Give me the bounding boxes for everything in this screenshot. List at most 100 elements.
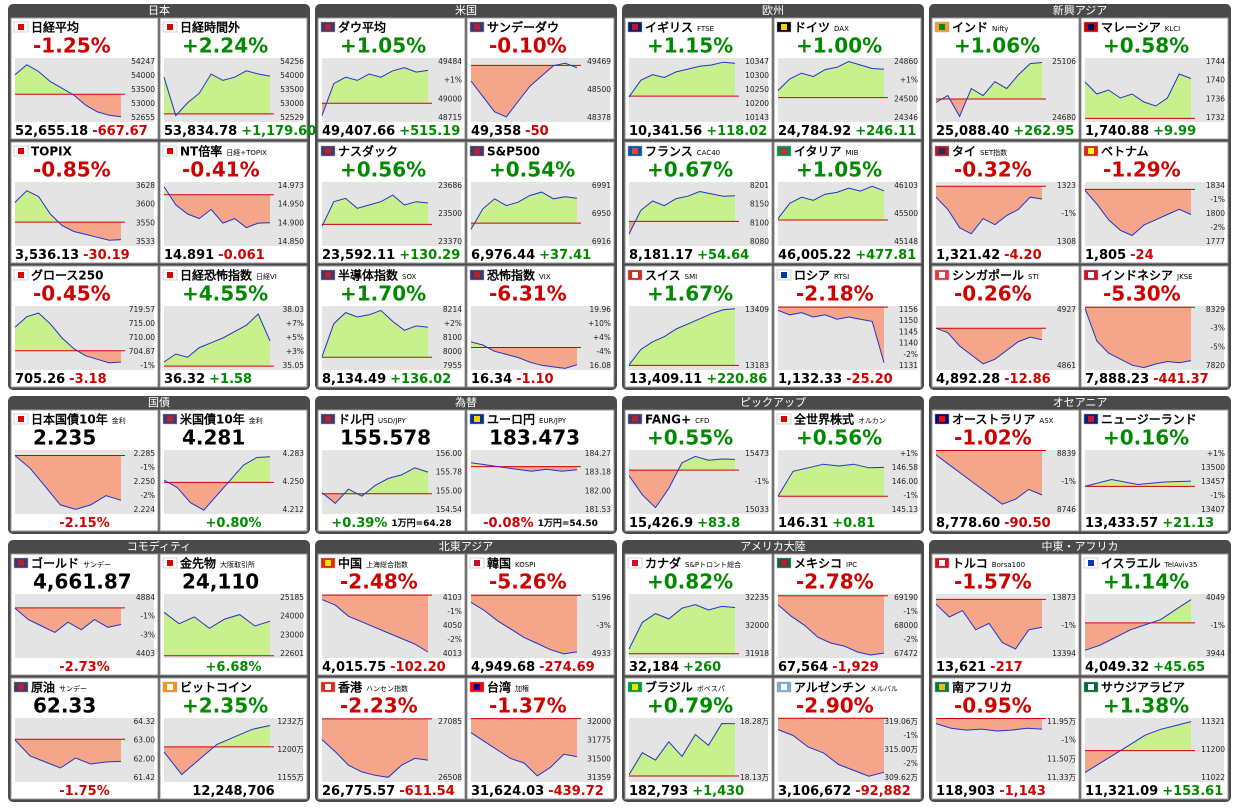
area-up	[1085, 479, 1191, 487]
axis-label: +2%	[444, 319, 462, 328]
tile-sub: 日経VI	[256, 272, 277, 281]
change: +45.65	[1153, 660, 1205, 675]
tile-sub: JKSE	[1176, 273, 1193, 281]
price-line	[628, 722, 736, 775]
price-line	[321, 739, 429, 778]
axis-label: 14.950	[278, 200, 304, 209]
change: -667.67	[92, 124, 148, 139]
headline-value: -1.57%	[954, 570, 1032, 594]
headline-value: -0.32%	[954, 158, 1032, 182]
tile-sub: 加権	[515, 684, 529, 693]
tile-sub: IPC	[846, 561, 857, 569]
headline-value: -0.95%	[954, 694, 1032, 718]
headline-value: -1.25%	[33, 34, 111, 58]
headline-value: -1.02%	[954, 426, 1032, 450]
tile-sub: CAC40	[697, 149, 720, 157]
tile-name: 日経平均	[31, 20, 79, 35]
axis-label: 7955	[443, 361, 462, 370]
price: 31,624.03	[471, 784, 544, 799]
tile-footer: 10,341.56 +118.02	[629, 124, 767, 139]
axis-label: 13183	[745, 361, 769, 370]
price-line	[935, 62, 1043, 118]
tile-footer: 11,321.09 +153.61	[1085, 784, 1223, 799]
headline-value: -0.85%	[33, 158, 111, 182]
tile-name: カナダ	[645, 556, 681, 571]
axis-label: 1777	[1206, 237, 1225, 246]
tile-name: グロース250	[31, 268, 103, 283]
tile-footer: 3,106,672 -92,882	[778, 784, 911, 799]
tile-footer: 36.32 +1.58	[164, 372, 252, 387]
axis-label: +1%	[900, 449, 918, 458]
axis-label: 145.13	[892, 505, 918, 514]
tile-name: NT倍率	[180, 144, 222, 159]
axis-label: 48715	[438, 113, 462, 122]
tile-name: ビットコイン	[180, 680, 252, 695]
axis-label: -2%	[903, 350, 918, 359]
axis-label: 24000	[280, 612, 304, 621]
price-line	[1084, 73, 1192, 107]
change: +37.41	[539, 248, 591, 263]
price: 705.26	[15, 372, 65, 387]
area-up	[778, 186, 884, 220]
axis-label: 4.250	[283, 477, 305, 486]
axis-label: 3533	[136, 237, 155, 246]
headline-value: -1.29%	[1103, 158, 1181, 182]
flag-mark	[325, 24, 331, 30]
axis-label: 24680	[1052, 113, 1076, 122]
axis-label: 154.54	[436, 505, 462, 514]
axis-label: 715.00	[129, 319, 155, 328]
tile-name: 台湾	[487, 680, 511, 695]
flag-mark	[781, 684, 787, 690]
group-title: 日本	[148, 3, 170, 17]
price-line	[470, 732, 578, 777]
tile-footer: -1.75%	[59, 784, 110, 799]
tile-name: イタリア	[794, 145, 842, 159]
axis-label: 4.212	[283, 505, 305, 514]
headline-value: +1.15%	[647, 34, 733, 58]
tile-sub: USD/JPY	[378, 417, 406, 425]
tile-footer: 4,015.75 -102.20	[322, 660, 446, 675]
tile-footer: 118,903 -1,143	[936, 784, 1046, 799]
axis-label: 13394	[1052, 649, 1076, 658]
axis-label: 1156	[899, 305, 918, 314]
axis-label: 48500	[587, 85, 611, 94]
flag-mark	[1088, 416, 1094, 422]
axis-label: 4861	[1057, 361, 1076, 370]
flag-mark	[781, 416, 787, 422]
area-up	[629, 604, 735, 654]
headline-value: +4.55%	[182, 282, 268, 306]
flag-mark	[632, 560, 638, 566]
axis-label: 23500	[438, 209, 462, 218]
price: 1,740.88	[1085, 124, 1149, 139]
price-line	[777, 729, 885, 777]
tile-name: 全世界株式	[793, 412, 854, 427]
axis-label: 183.18	[585, 468, 611, 477]
price-line	[321, 67, 429, 116]
flag-mark	[167, 684, 173, 690]
tile-name: オーストラリア	[952, 413, 1035, 427]
tile-name: 香港	[337, 680, 363, 695]
price: +6.68%	[206, 660, 262, 675]
tile-footer: 67,564 -1,929	[778, 660, 879, 675]
tile-name: 日経恐怖指数	[180, 268, 253, 283]
price: 36.32	[164, 372, 205, 387]
tile-sub: EUR/JPY	[539, 417, 567, 425]
axis-label: -3%	[1210, 324, 1225, 333]
price-line	[1084, 721, 1192, 774]
axis-label: 31359	[587, 773, 611, 782]
axis-label: -1%	[754, 477, 769, 486]
axis-label: 19.96	[590, 305, 612, 314]
axis-label: 23000	[280, 630, 304, 639]
axis-label: 146.58	[892, 463, 918, 472]
price: 15,426.9	[629, 516, 693, 531]
tile-footer: 1,805 -24	[1085, 248, 1154, 263]
area-up	[629, 308, 735, 366]
axis-label: 13409	[745, 305, 769, 314]
axis-label: 1232万	[277, 717, 304, 726]
axis-label: 25185	[280, 593, 304, 602]
area-down	[471, 718, 577, 776]
tile-footer: 1,740.88 +9.99	[1085, 124, 1196, 139]
price-line	[14, 312, 122, 364]
axis-label: -2%	[903, 635, 918, 644]
price: +0.39%	[331, 516, 387, 531]
